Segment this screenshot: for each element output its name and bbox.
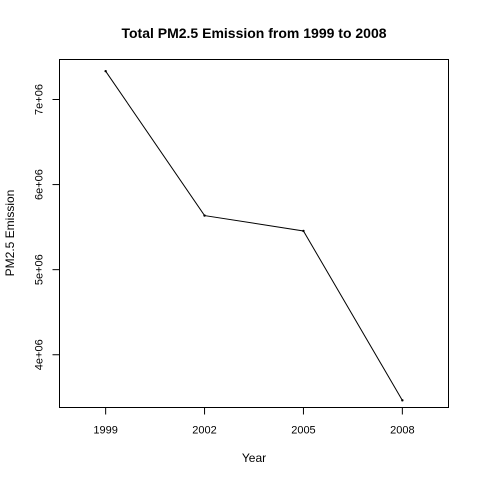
x-axis: 1999 2002 2005 2008 [93,407,415,437]
y-axis-label: PM2.5 Emission [3,190,17,277]
data-point [203,214,206,217]
y-tick-label: 7e+06 [34,84,46,115]
data-series [104,69,404,402]
y-axis: 4e+06 5e+06 6e+06 7e+06 [34,84,60,370]
x-tick-label: 2008 [390,425,414,437]
series-line [105,70,403,401]
y-tick-label: 5e+06 [34,254,46,285]
x-tick-label: 1999 [93,425,117,437]
x-tick-label: 2005 [291,425,315,437]
data-point [104,69,107,73]
x-tick-label: 2002 [192,425,216,437]
y-tick-label: 6e+06 [34,169,46,200]
y-tick-label: 4e+06 [34,339,46,370]
data-point [401,399,404,402]
data-point [302,229,305,233]
x-axis-label: Year [242,451,266,465]
chart-title: Total PM2.5 Emission from 1999 to 2008 [121,25,386,41]
